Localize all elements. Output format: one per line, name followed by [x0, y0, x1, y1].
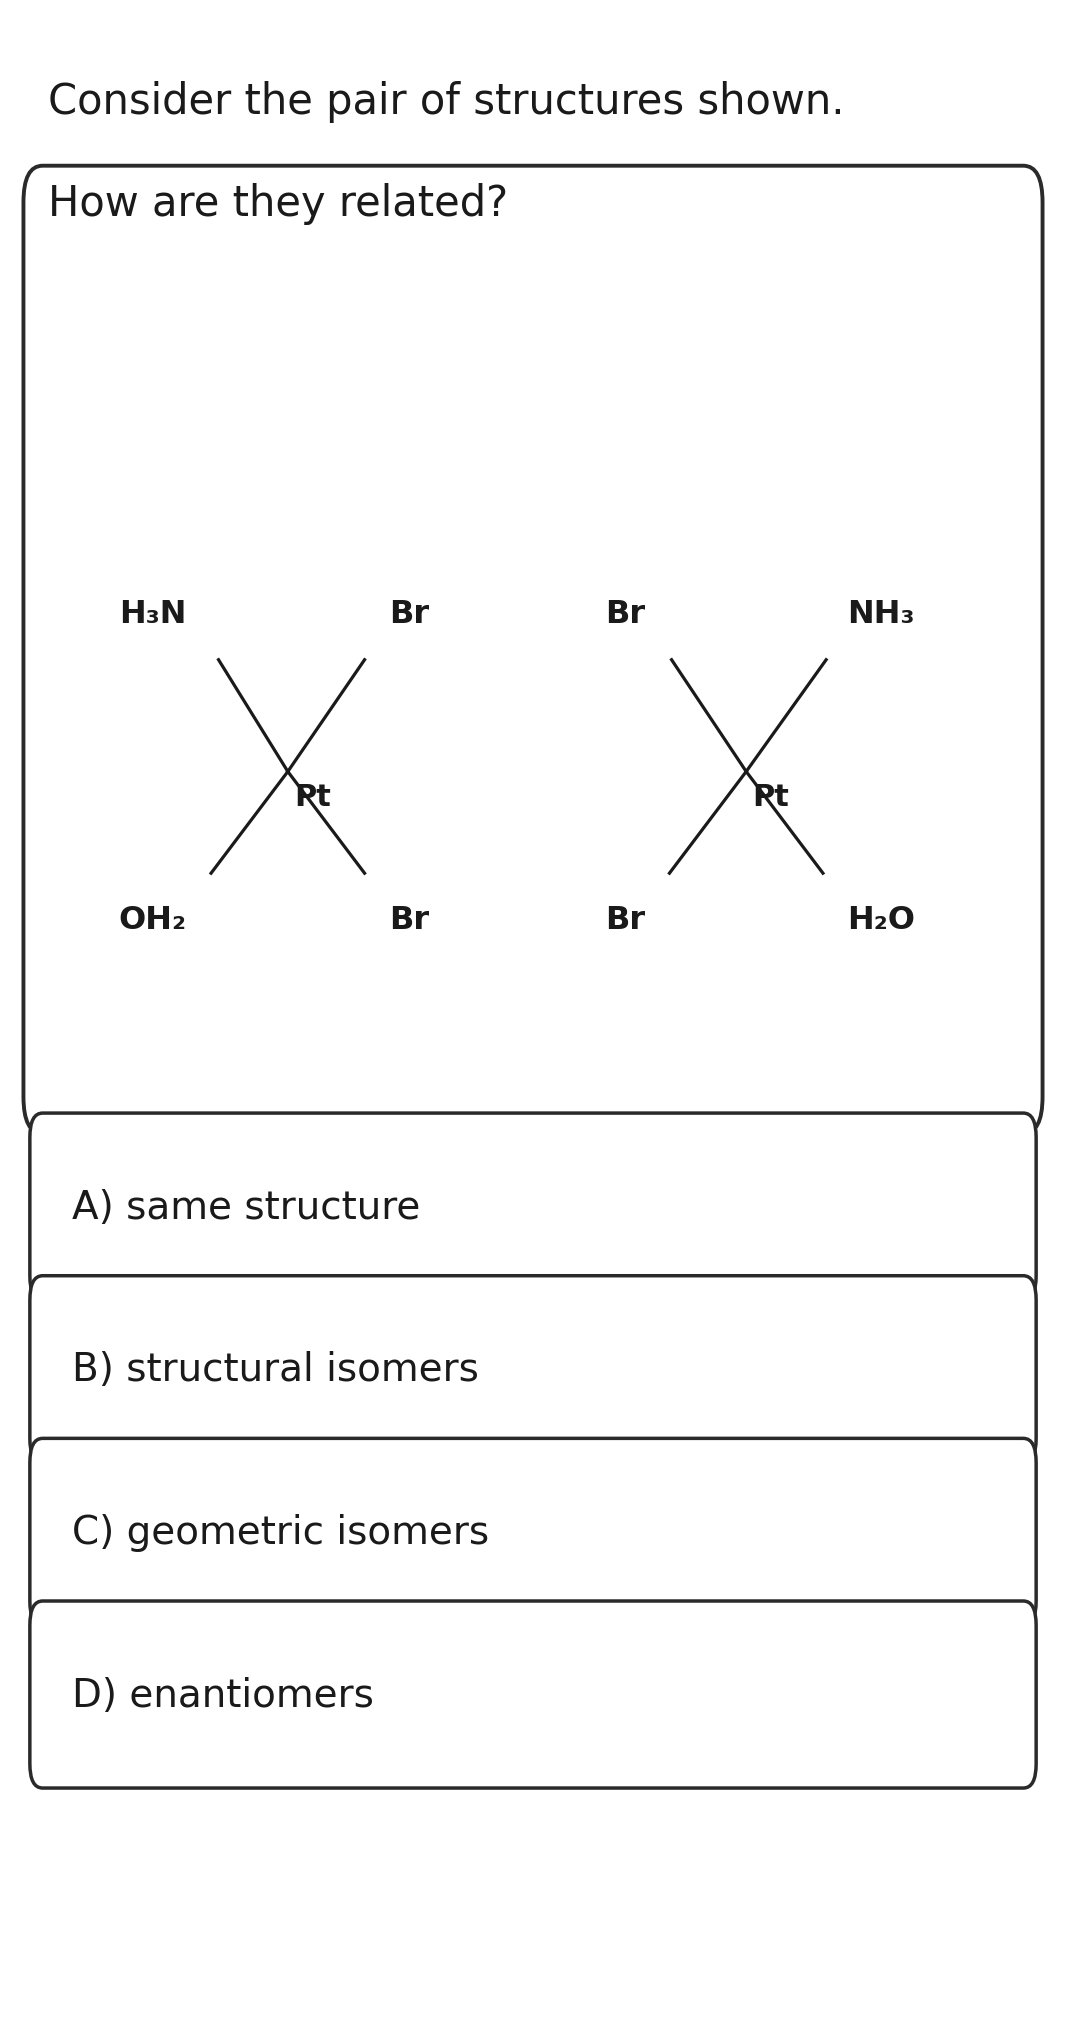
Text: C) geometric isomers: C) geometric isomers [72, 1514, 489, 1550]
Text: Pt: Pt [753, 782, 790, 811]
FancyBboxPatch shape [30, 1601, 1036, 1788]
Text: D) enantiomers: D) enantiomers [72, 1676, 374, 1713]
Text: NH₃: NH₃ [847, 599, 915, 630]
FancyBboxPatch shape [30, 1439, 1036, 1626]
Text: Pt: Pt [294, 782, 332, 811]
FancyBboxPatch shape [30, 1114, 1036, 1300]
Text: Br: Br [604, 599, 645, 630]
FancyBboxPatch shape [23, 167, 1043, 1134]
Text: H₂O: H₂O [847, 904, 916, 935]
Text: OH₂: OH₂ [118, 904, 187, 935]
Text: B) structural isomers: B) structural isomers [72, 1351, 480, 1388]
Text: H₃N: H₃N [119, 599, 187, 630]
Text: Br: Br [604, 904, 645, 935]
FancyBboxPatch shape [30, 1276, 1036, 1463]
Text: Consider the pair of structures shown.: Consider the pair of structures shown. [48, 81, 844, 124]
Text: Br: Br [389, 904, 430, 935]
Text: How are they related?: How are they related? [48, 183, 508, 226]
Text: Br: Br [389, 599, 430, 630]
Text: A) same structure: A) same structure [72, 1189, 421, 1225]
